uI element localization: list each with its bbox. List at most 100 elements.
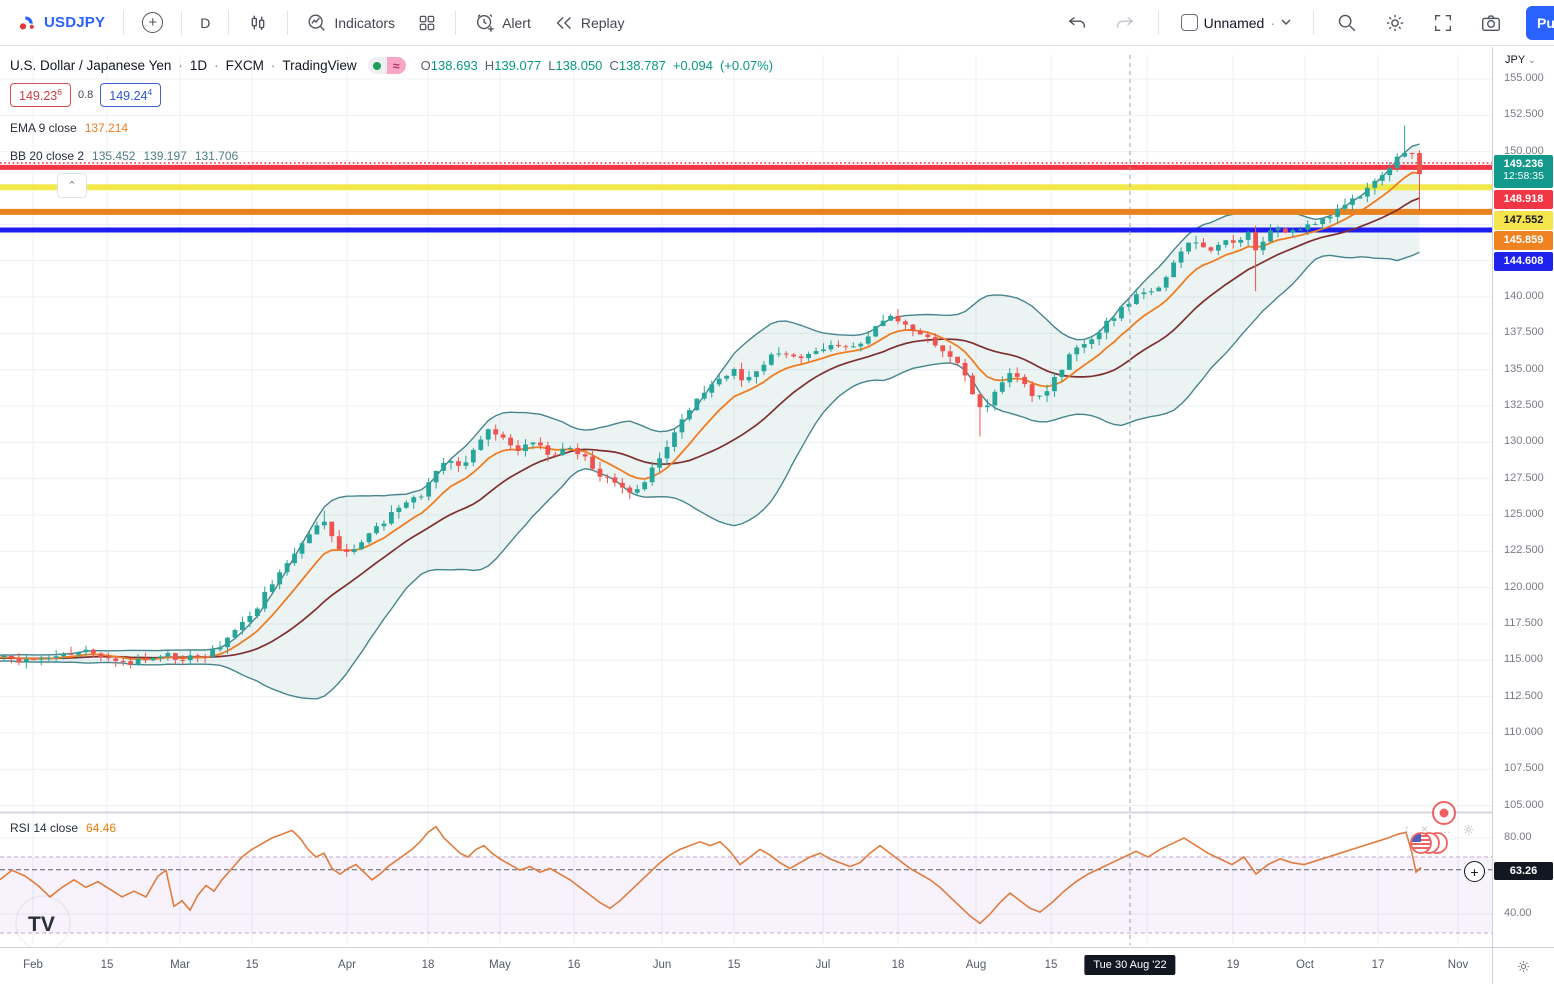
candle	[649, 467, 655, 483]
market-open-dot-icon	[367, 57, 387, 74]
price-tick-label: 152.500	[1504, 108, 1544, 121]
bar-countdown: 12:58:35	[1503, 170, 1544, 182]
candle	[955, 356, 960, 363]
price-tick-label: 117.500	[1504, 616, 1543, 629]
candle	[1014, 373, 1020, 377]
indicators-icon	[306, 12, 328, 34]
rsi-line[interactable]	[0, 825, 1422, 925]
candle	[411, 497, 417, 503]
candle	[143, 658, 148, 661]
candle	[709, 384, 715, 393]
candle	[68, 653, 74, 655]
price-axis[interactable]: JPY ⌄ 105.000 107.500 110.000 112.500 115.00…	[1492, 47, 1554, 947]
price-axis-currency[interactable]: JPY ⌄	[1493, 52, 1554, 68]
candle	[46, 657, 52, 659]
redo-button[interactable]	[1106, 7, 1144, 39]
divider	[181, 10, 183, 35]
price-badge-149.236[interactable]: 149.236 12:58:35	[1494, 155, 1553, 188]
price-badge-148.918[interactable]: 148.918	[1494, 190, 1553, 209]
candle	[1059, 369, 1065, 378]
fullscreen-button[interactable]	[1424, 7, 1462, 39]
time-axis[interactable]: Feb 15 Mar 15 Apr 18 May 16 Jun 15 Jul 18 Aug 15 19 Oct…	[0, 947, 1554, 984]
settings-button[interactable]	[1376, 7, 1414, 39]
price-badge-145.859[interactable]: 145.859	[1494, 231, 1553, 250]
candles-layer[interactable]	[0, 125, 1422, 669]
legend-separator: ·	[214, 58, 219, 73]
candle	[552, 454, 558, 456]
legend-vendor[interactable]: TradingView	[282, 58, 357, 73]
legend-interval[interactable]: 1D	[189, 58, 208, 73]
candle	[1119, 306, 1124, 319]
time-tick-label: Nov	[1447, 959, 1469, 971]
candle	[1081, 344, 1087, 348]
snapshot-button[interactable]	[1472, 7, 1510, 39]
price-pane[interactable]	[0, 125, 1492, 700]
chevron-down-icon	[1281, 19, 1291, 26]
candle	[1342, 204, 1348, 209]
candle	[38, 658, 44, 660]
bb-legend-row[interactable]: BB 20 close 2 135.452 139.197 131.706	[10, 149, 773, 163]
rsi-add-alert-plus-icon[interactable]: +	[1464, 861, 1485, 882]
symbol-title[interactable]: U.S. Dollar / Japanese Yen	[10, 58, 172, 73]
candle	[344, 549, 350, 552]
indicators-button[interactable]: Indicators	[298, 7, 403, 39]
interval-button[interactable]: D	[192, 10, 218, 36]
undo-arrow-icon	[1068, 16, 1085, 28]
ask-price-box[interactable]: 149.244	[100, 83, 162, 108]
candle	[523, 444, 528, 452]
publish-button[interactable]: Pu	[1526, 6, 1554, 40]
redo-arrow-icon	[1116, 16, 1134, 28]
replay-button[interactable]: Replay	[545, 7, 633, 39]
indicator-templates-button[interactable]	[409, 8, 445, 38]
save-layout-button[interactable]: Unnamed ·	[1173, 9, 1299, 36]
pane-more-icon[interactable]: …	[1439, 822, 1452, 836]
candle	[888, 315, 893, 321]
candle	[1074, 347, 1080, 355]
ohlc-low: 138.050	[555, 58, 603, 73]
candle	[538, 442, 543, 446]
bid-price-box[interactable]: 149.236	[10, 83, 71, 108]
time-axis-corner[interactable]	[1492, 948, 1554, 984]
candle	[701, 392, 707, 399]
rsi-legend-row[interactable]: RSI 14 close 64.46	[10, 821, 116, 835]
price-chart-canvas[interactable]: TV	[0, 47, 1492, 947]
bb-upper-value: 139.197	[143, 149, 187, 164]
pane-close-icon[interactable]: ×	[1421, 822, 1429, 836]
candle	[16, 658, 22, 663]
candle	[783, 353, 789, 355]
candle	[1260, 241, 1266, 251]
price-badge-147.552[interactable]: 147.552	[1494, 211, 1553, 230]
search-button[interactable]	[1328, 7, 1366, 39]
data-status-pill[interactable]: ≈	[367, 57, 406, 74]
svg-text:TV: TV	[28, 913, 55, 936]
ema-line[interactable]	[0, 171, 1420, 661]
bb-upper-line[interactable]	[0, 143, 1420, 659]
undo-button[interactable]	[1058, 7, 1096, 39]
alert-button[interactable]: Alert	[466, 7, 539, 39]
legend-exchange[interactable]: FXCM	[225, 58, 264, 73]
bb-label: BB 20 close 2	[10, 149, 85, 164]
divider	[228, 10, 230, 35]
candle	[448, 461, 454, 463]
compare-add-button[interactable]: +	[134, 7, 171, 38]
pane-settings-gear-icon[interactable]	[1462, 823, 1475, 836]
rsi-pane-controls: ↑ × …	[1404, 822, 1475, 836]
rsi-pane[interactable]	[0, 825, 1492, 934]
rsi-value-badge[interactable]: 63.26	[1494, 862, 1553, 880]
time-tick-label: Aug	[965, 959, 987, 971]
price-badge-144.608[interactable]: 144.608	[1494, 252, 1553, 271]
ema-legend-row[interactable]: EMA 9 close 137.214	[10, 121, 773, 135]
price-tick-label: 155.000	[1504, 72, 1544, 85]
candle	[1044, 391, 1050, 396]
chart-style-button[interactable]	[239, 7, 277, 39]
candle	[23, 659, 29, 663]
candle	[1215, 244, 1221, 251]
chart-area[interactable]: TV U.S. Dollar / Japanese Yen · 1D · FXC…	[0, 47, 1554, 947]
legend-collapse-button[interactable]: ⌃	[57, 173, 87, 198]
symbol-button[interactable]: USDJPY	[10, 8, 113, 38]
candle	[530, 442, 536, 445]
price-tick-label: 137.500	[1504, 326, 1544, 339]
candle	[374, 526, 379, 534]
pane-move-up-icon[interactable]: ↑	[1404, 822, 1410, 836]
